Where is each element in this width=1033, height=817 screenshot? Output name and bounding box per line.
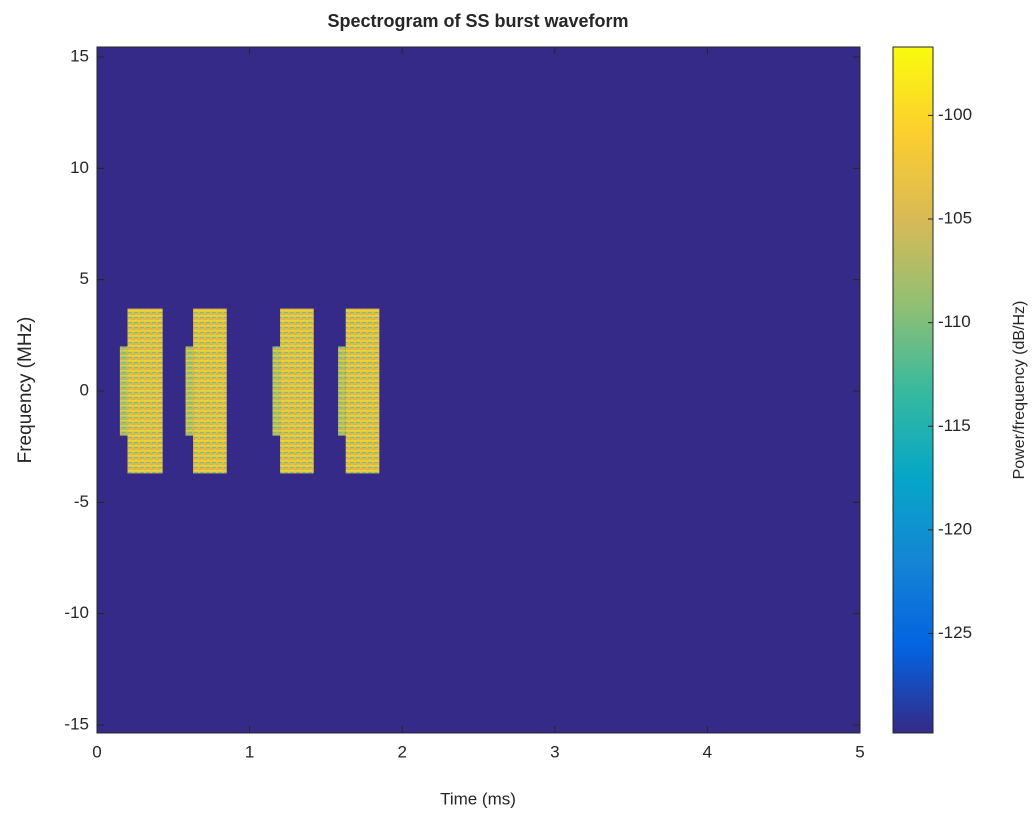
colorbar-tick-label: -110 — [938, 312, 971, 331]
colorbar-tick-label: -120 — [938, 519, 972, 538]
x-tick-label: 0 — [92, 742, 101, 761]
x-axis-label: Time (ms) — [440, 789, 516, 808]
x-tick-label: 2 — [397, 742, 406, 761]
colorbar — [892, 46, 934, 734]
y-tick-label: -15 — [64, 714, 89, 733]
colorbar-tick-label: -100 — [938, 105, 972, 124]
burst-texture — [119, 346, 128, 436]
y-tick-label: 5 — [80, 269, 89, 288]
x-tick-label: 5 — [855, 742, 864, 761]
x-tick-label: 4 — [703, 742, 712, 761]
plot-frame — [96, 46, 861, 734]
y-axis-label: Frequency (MHz) — [15, 317, 36, 464]
burst-texture — [345, 308, 380, 474]
y-tick-label: 15 — [70, 47, 89, 66]
colorbar-tick-label: -115 — [938, 416, 971, 435]
burst-texture — [338, 346, 346, 436]
burst-texture — [127, 308, 163, 474]
y-tick-label: 0 — [80, 380, 89, 399]
x-tick-label: 1 — [245, 742, 254, 761]
colorbar-label: Power/frequency (dB/Hz) — [1011, 301, 1028, 480]
y-tick-label: -10 — [64, 603, 89, 622]
y-tick-label: -5 — [74, 492, 89, 511]
burst-texture — [193, 308, 227, 474]
colorbar-tick-label: -105 — [938, 209, 972, 228]
x-tick-label: 3 — [550, 742, 559, 761]
y-tick-label: 10 — [70, 158, 89, 177]
burst-texture — [272, 346, 281, 436]
burst-texture — [280, 308, 314, 474]
burst-texture — [185, 346, 194, 436]
colorbar-tick-label: -125 — [938, 623, 972, 642]
chart-title: Spectrogram of SS burst waveform — [327, 11, 628, 31]
